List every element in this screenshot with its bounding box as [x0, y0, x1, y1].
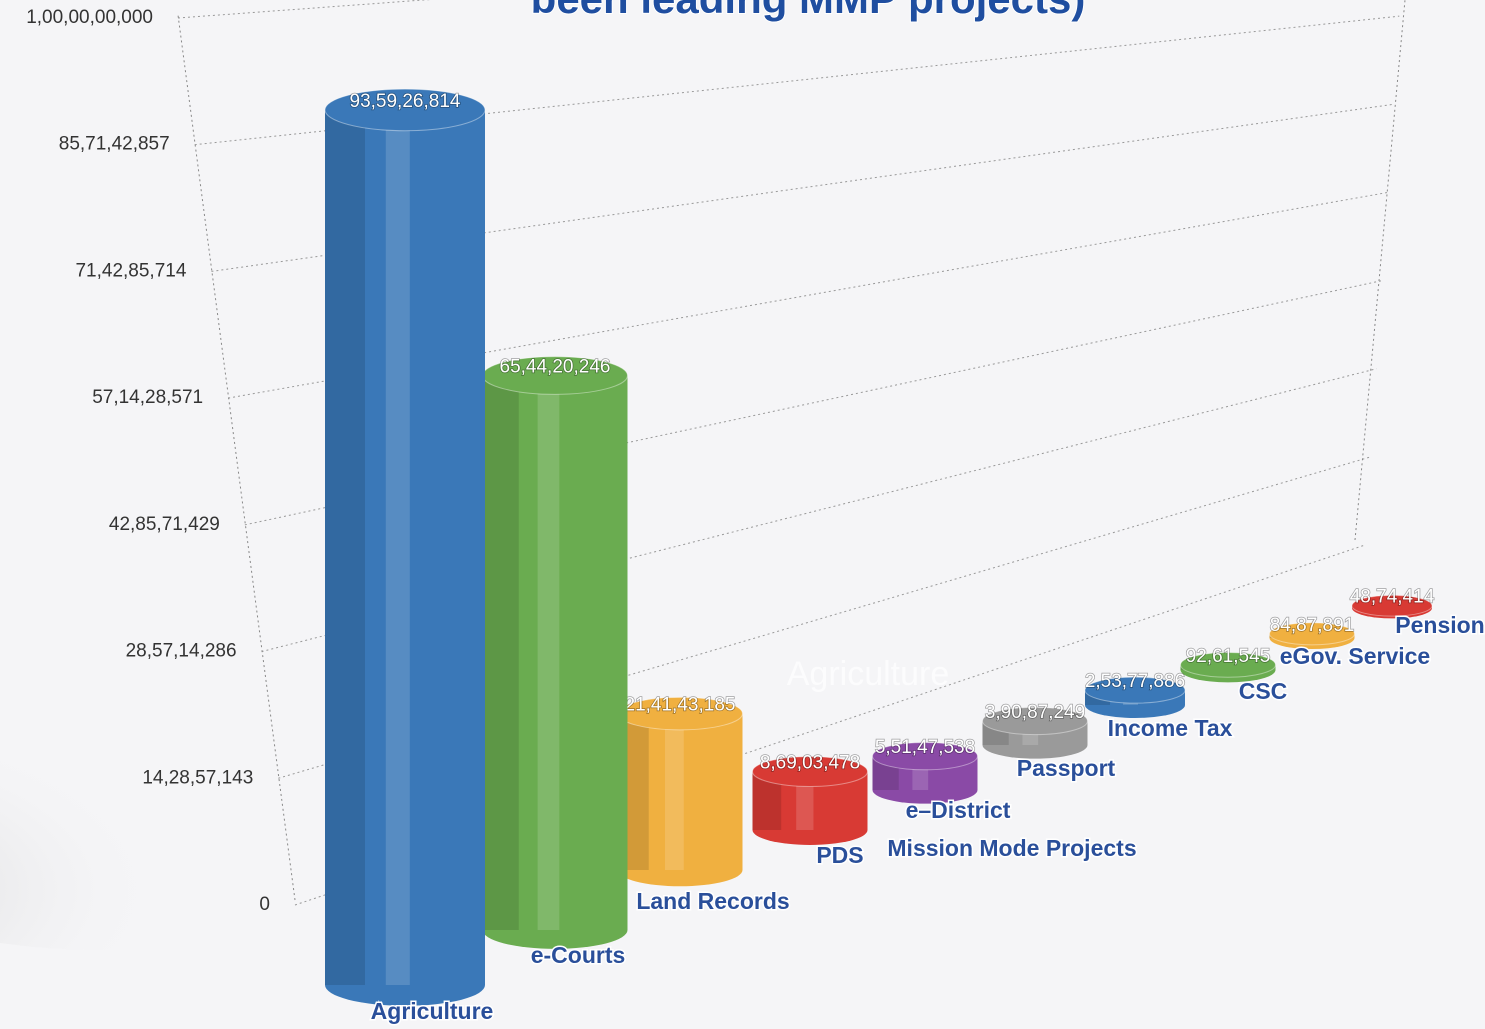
- bar-top: [1269, 622, 1355, 646]
- value-label: 65,44,20,246: [500, 356, 611, 377]
- category-label: Passport: [1017, 755, 1116, 781]
- y-tick-label: 85,71,42,857: [59, 134, 170, 155]
- bar-top: [872, 742, 978, 771]
- value-label: 8,69,03,478: [760, 753, 860, 774]
- grid-line: [294, 544, 1366, 906]
- category-label: e–District: [906, 797, 1011, 823]
- bar: [482, 356, 628, 949]
- annotation: Agriculture: [787, 655, 950, 693]
- y-tick-label: 71,42,85,714: [75, 260, 186, 281]
- bar: [872, 742, 978, 804]
- value-label: 92,61,545: [1186, 646, 1271, 667]
- y-tick-label: 14,28,57,143: [142, 767, 253, 788]
- y-axis: [177, 14, 296, 901]
- value-label: 21,41,43,185: [625, 695, 736, 716]
- bar: [1180, 652, 1276, 683]
- value-label: 84,87,891: [1270, 615, 1355, 636]
- bar: [1084, 676, 1186, 718]
- grid-line: [211, 103, 1394, 272]
- chart-title: been leading MMP projects): [531, 0, 1086, 22]
- y-tick-label: 28,57,14,286: [126, 641, 237, 662]
- category-label: eGov. Service: [1280, 643, 1430, 669]
- category-label: e-Courts: [531, 942, 626, 968]
- category-label: CSC: [1239, 678, 1288, 704]
- x-axis-title: Mission Mode Projects: [887, 835, 1136, 861]
- bar-highlight: [665, 713, 684, 870]
- bar-top: [324, 88, 486, 132]
- bar-top: [1351, 594, 1433, 617]
- grid-line: [244, 280, 1383, 526]
- category-label: Agriculture: [371, 998, 494, 1024]
- right-axis: [1354, 0, 1406, 541]
- y-tick-label: 57,14,28,571: [92, 387, 203, 408]
- bar: [982, 706, 1088, 759]
- bar-shade: [482, 375, 519, 931]
- bar-top: [1084, 676, 1186, 704]
- bar-top: [982, 706, 1088, 736]
- grid-line: [177, 0, 431, 19]
- value-label: 3,90,87,249: [985, 702, 1085, 723]
- value-label: 93,59,26,814: [350, 91, 461, 112]
- bar: [752, 756, 868, 845]
- bar-top: [752, 756, 868, 788]
- category-label: Pension: [1395, 612, 1484, 638]
- y-tick-label: 42,85,71,429: [109, 514, 220, 535]
- bar-top: [1180, 652, 1276, 678]
- category-label: PDS: [816, 842, 863, 868]
- bar: [1269, 622, 1355, 650]
- shadow: [0, 650, 430, 950]
- value-label: 5,51,47,538: [875, 737, 975, 758]
- bar-highlight: [537, 375, 560, 931]
- category-label: Income Tax: [1108, 715, 1233, 741]
- bar: [617, 696, 743, 887]
- bar-body: [482, 375, 628, 931]
- bar-body: [325, 109, 485, 985]
- bar-body: [617, 713, 743, 870]
- value-label: 2,53,77,886: [1085, 671, 1185, 692]
- bar: [324, 88, 486, 1006]
- value-label: 48,74,414: [1350, 587, 1435, 608]
- bars: 48,74,414 Pension 84,87,891 eGov. Service 92…: [324, 88, 1485, 1026]
- category-label: Land Records: [636, 888, 789, 914]
- bar-highlight: [385, 109, 410, 985]
- y-tick-label: 1,00,00,00,000: [26, 7, 153, 28]
- bar-shade: [325, 109, 365, 985]
- bar: [1351, 594, 1433, 619]
- y-tick-label: 0: [259, 894, 270, 915]
